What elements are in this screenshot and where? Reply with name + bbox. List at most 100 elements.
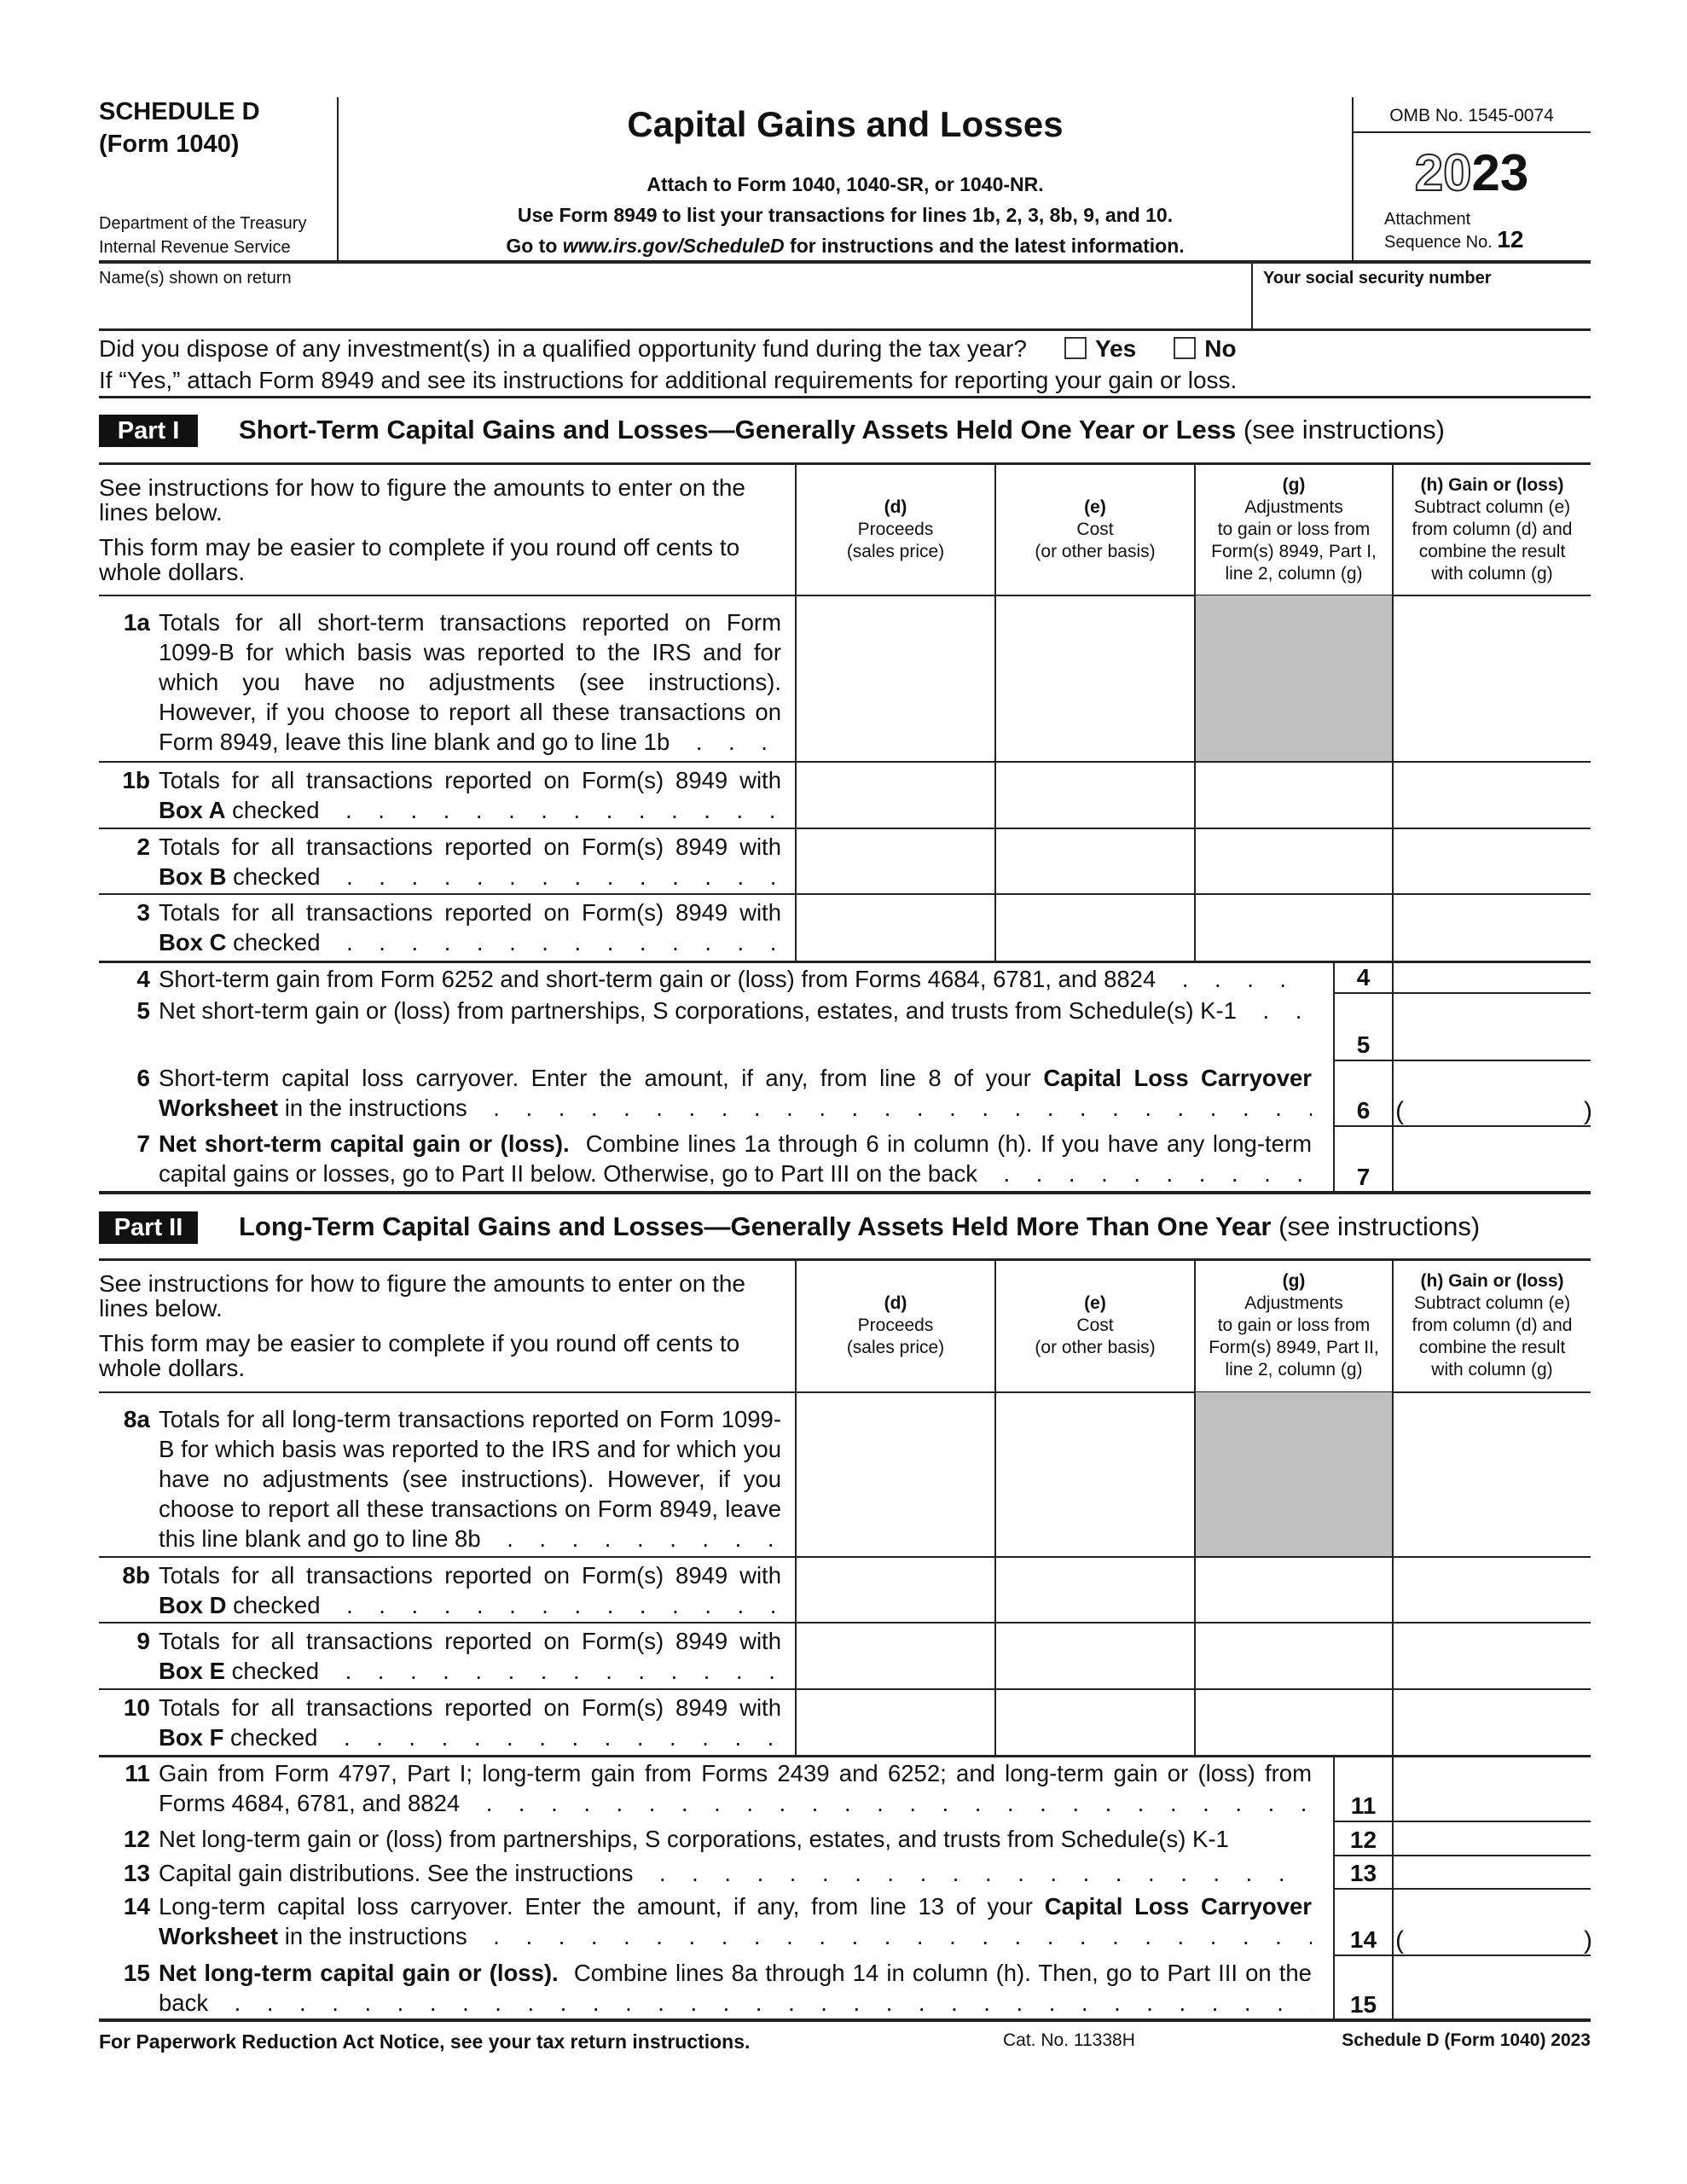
names-input[interactable]: [99, 294, 1246, 328]
column-subtext: Adjustments: [1244, 497, 1343, 517]
line-1b-proceeds-field[interactable]: [795, 762, 994, 828]
line-9-proceeds-field[interactable]: [795, 1623, 994, 1689]
line-8b-adjustments-field[interactable]: [1194, 1557, 1392, 1623]
line-2-cost-field[interactable]: [994, 828, 1194, 894]
line-6-amount-field[interactable]: (): [1392, 1060, 1592, 1126]
no-checkbox[interactable]: [1174, 337, 1197, 359]
line-number: 15: [123, 1960, 150, 1986]
column-subtext: to gain or loss from: [1217, 1316, 1371, 1335]
line-number: 5: [136, 997, 150, 1024]
divider: [1251, 264, 1253, 330]
line-description: Totals for all transactions reported on …: [159, 1560, 781, 1620]
line-1a-cost-field[interactable]: [994, 595, 1194, 762]
line-box-number: 11: [1350, 1792, 1377, 1819]
line-5-amount-field[interactable]: [1392, 993, 1591, 1060]
instructions-line: See instructions for how to figure the a…: [99, 1270, 745, 1321]
line-8b-proceeds-field[interactable]: [795, 1557, 994, 1623]
line-14-label-box: 14: [1333, 1889, 1392, 1955]
line-5-row: 5 Net short-term gain or (loss) from part…: [99, 993, 1591, 1060]
column-subtext: combine the result: [1418, 1338, 1566, 1357]
line-9-cost-field[interactable]: [994, 1623, 1194, 1689]
line-4-amount-field[interactable]: [1392, 961, 1591, 993]
column-subtext: Subtract column (e): [1413, 497, 1571, 517]
line-number: 8b: [122, 1562, 150, 1589]
year-outline: 20: [1414, 143, 1473, 202]
line-8a-gain-or-loss-field[interactable]: [1392, 1392, 1591, 1557]
line-description: Long-term capital loss carryover. Enter …: [159, 1891, 1312, 1951]
column-header-proceeds: (d) Proceeds (sales price): [795, 1259, 994, 1392]
column-heading: (e): [1084, 1293, 1106, 1313]
divider: [337, 97, 339, 262]
ssn-input[interactable]: [1258, 294, 1591, 328]
line-box-number: 15: [1349, 1991, 1377, 2018]
line-7-label-box: 7: [1333, 1126, 1392, 1193]
line-1a-gain-or-loss-field[interactable]: [1392, 595, 1591, 762]
line-12-amount-field[interactable]: [1392, 1821, 1591, 1856]
column-heading: (d): [884, 497, 907, 517]
line-box-number: 12: [1349, 1827, 1377, 1853]
line-3-gain-or-loss-field[interactable]: [1392, 894, 1591, 961]
line-9-row: 9 Totals for all transactions reported on…: [99, 1623, 1591, 1689]
line-number: 6: [136, 1065, 150, 1091]
text: Net short-term gain or (loss) from partn…: [159, 997, 1237, 1024]
attach-instruction: Attach to Form 1040, 1040-SR, or 1040-NR…: [646, 173, 1044, 195]
column-instructions: See instructions for how to figure the a…: [99, 1271, 781, 1380]
line-1b-gain-or-loss-field[interactable]: [1392, 762, 1591, 828]
line-10-adjustments-field[interactable]: [1194, 1689, 1392, 1756]
line-description: Totals for all long-term transactions re…: [159, 1404, 781, 1554]
line-box-number: 7: [1356, 1164, 1371, 1190]
text: checked: [224, 1658, 320, 1684]
line-8a-row: 8a Totals for all long-term transactions …: [99, 1392, 1591, 1557]
line-8a-cost-field[interactable]: [994, 1392, 1194, 1557]
rounding-note: This form may be easier to complete if y…: [99, 534, 740, 585]
line-3-cost-field[interactable]: [994, 894, 1194, 961]
line-8b-cost-field[interactable]: [994, 1557, 1194, 1623]
divider: [99, 328, 1591, 331]
text: Go to: [506, 235, 563, 257]
line-2-gain-or-loss-field[interactable]: [1392, 828, 1591, 894]
yes-checkbox[interactable]: [1064, 337, 1087, 359]
divider: [99, 1556, 1591, 1558]
line-7-amount-field[interactable]: [1392, 1126, 1591, 1193]
line-10-cost-field[interactable]: [994, 1689, 1194, 1756]
line-2-adjustments-field[interactable]: [1194, 828, 1392, 894]
divider: [1333, 1060, 1591, 1061]
schedule-label: SCHEDULE D: [99, 98, 260, 125]
line-number: 12: [123, 1826, 150, 1852]
line-1b-adjustments-field[interactable]: [1194, 762, 1392, 828]
line-number: 4: [136, 966, 150, 992]
line-9-gain-or-loss-field[interactable]: [1392, 1623, 1591, 1689]
line-15-amount-field[interactable]: [1392, 1955, 1591, 2020]
bold-text: Net long-term capital gain or (loss).: [159, 1960, 559, 1986]
line-13-amount-field[interactable]: [1392, 1856, 1591, 1889]
column-header-cost: (e) Cost (or other basis): [994, 463, 1194, 595]
divider: [1333, 992, 1591, 994]
line-10-proceeds-field[interactable]: [795, 1689, 994, 1756]
divider: [99, 396, 1591, 398]
line-11-amount-field[interactable]: [1392, 1756, 1591, 1821]
text: Totals for all long-term transactions re…: [159, 1406, 781, 1552]
line-10-gain-or-loss-field[interactable]: [1392, 1689, 1591, 1756]
text: Net long-term gain or (loss) from partne…: [159, 1826, 1229, 1852]
part-title-text: Short-Term Capital Gains and Losses—Gene…: [239, 415, 1237, 444]
text: for instructions and the latest informat…: [784, 235, 1185, 257]
line-3-proceeds-field[interactable]: [795, 894, 994, 961]
irs-link[interactable]: www.irs.gov/ScheduleD: [562, 235, 785, 257]
line-1b-cost-field[interactable]: [994, 762, 1194, 828]
part-title-note: (see instructions): [1243, 415, 1445, 444]
line-1a-proceeds-field[interactable]: [795, 595, 994, 762]
open-paren: (: [1395, 1926, 1404, 1955]
line-2-proceeds-field[interactable]: [795, 828, 994, 894]
line-14-amount-field[interactable]: (): [1392, 1889, 1592, 1955]
line-9-adjustments-field[interactable]: [1194, 1623, 1392, 1689]
line-8b-gain-or-loss-field[interactable]: [1392, 1557, 1591, 1623]
paperwork-notice: For Paperwork Reduction Act Notice, see …: [99, 2030, 751, 2053]
part-title: Long-Term Capital Gains and Losses—Gener…: [239, 1211, 1480, 1242]
line-description: Totals for all transactions reported on …: [159, 1626, 781, 1686]
line-3-adjustments-field[interactable]: [1194, 894, 1392, 961]
line-description: Net long-term capital gain or (loss). Co…: [159, 1958, 1312, 2018]
column-subtext: (or other basis): [1035, 1338, 1156, 1357]
line-8a-proceeds-field[interactable]: [795, 1392, 994, 1557]
divider: [99, 595, 1591, 596]
line-1a-adjustments-field: [1194, 595, 1392, 762]
